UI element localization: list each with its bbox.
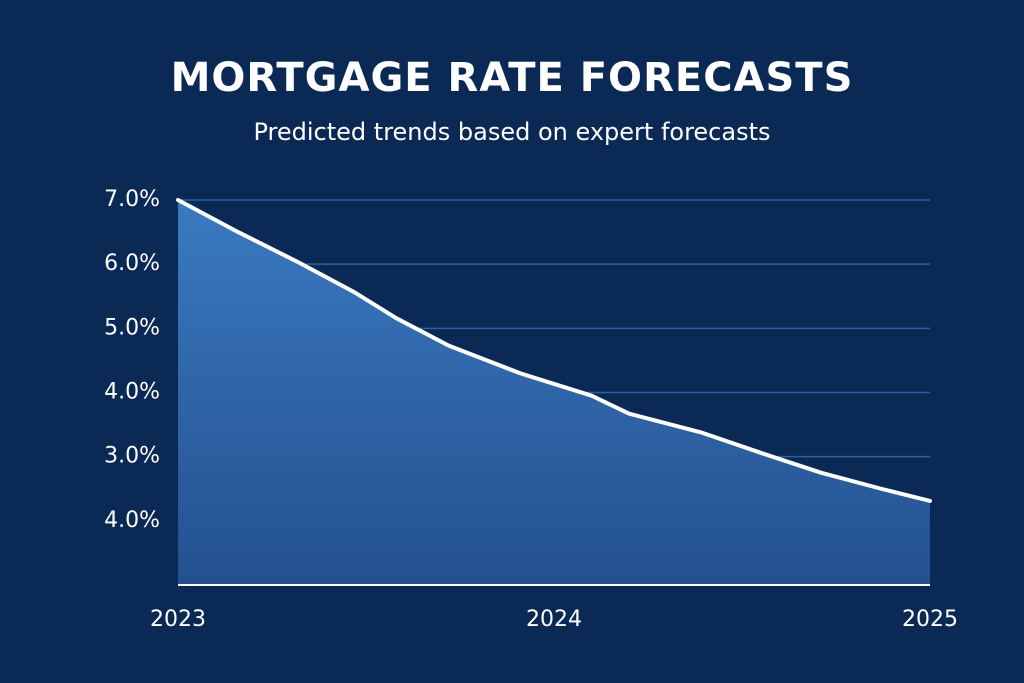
x-tick-label: 2025 (902, 607, 958, 632)
line (176, 198, 932, 503)
area (178, 200, 930, 585)
x-tick-label: 2023 (150, 607, 206, 632)
y-tick-label: 5.0% (104, 315, 160, 340)
y-tick-label: 6.0% (104, 251, 160, 276)
x-tick-label: 2024 (526, 607, 582, 632)
y-tick-label: 4.0% (104, 508, 160, 533)
chart-subtitle: Predicted trends based on expert forecas… (254, 118, 771, 146)
y-tick-label: 4.0% (104, 380, 160, 405)
chart-title: MORTGAGE RATE FORECASTS (171, 55, 854, 101)
y-tick-label: 3.0% (104, 444, 160, 469)
y-tick-label: 7.0% (104, 187, 160, 212)
